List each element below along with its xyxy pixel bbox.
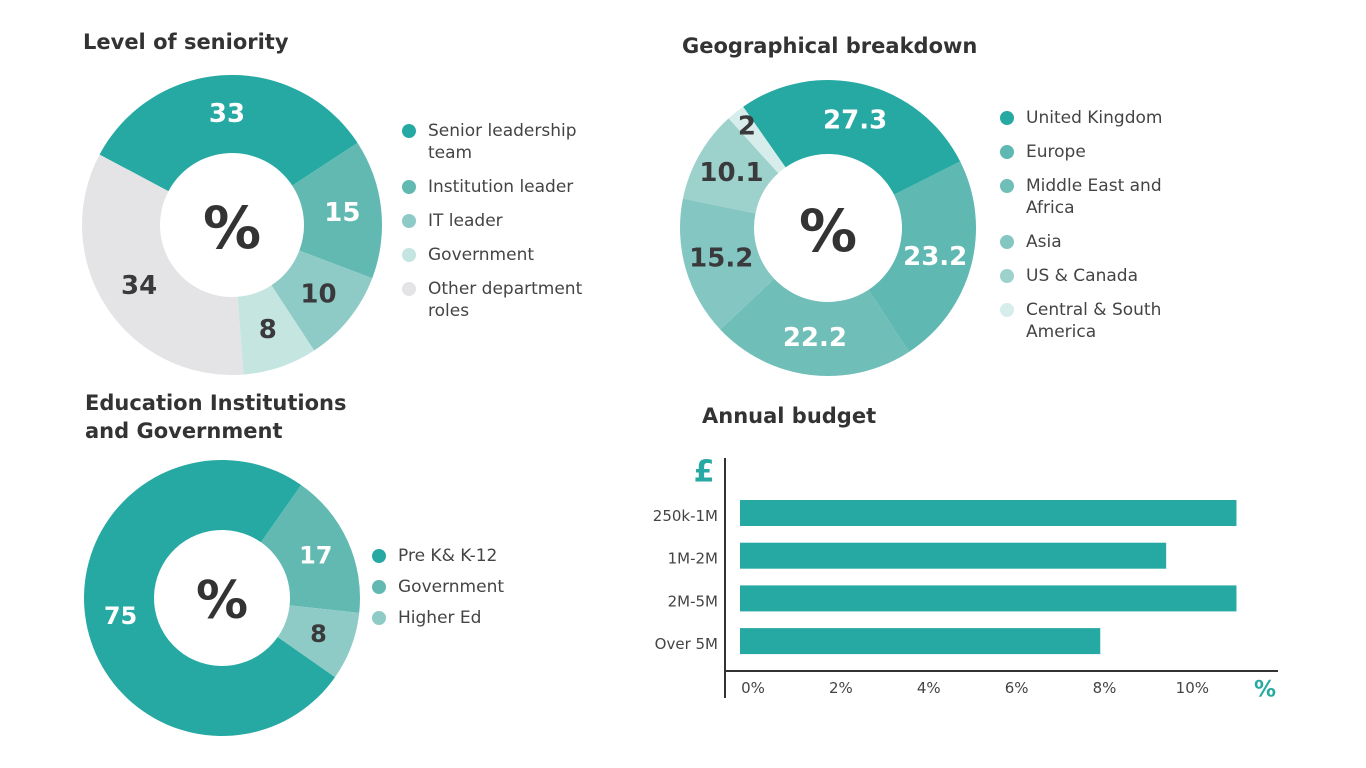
data-label: 22.2 (783, 323, 847, 353)
legend-label: United Kingdom (1026, 108, 1163, 128)
data-label: 10.1 (699, 158, 763, 188)
y-tick-label: 2M-5M (668, 592, 718, 610)
legend-item: Middle East and Africa (1000, 175, 1185, 219)
x-tick-label: 2% (829, 679, 853, 697)
x-tick-label: 10% (1176, 679, 1209, 697)
center-label: % (799, 197, 857, 265)
data-label: 33 (209, 99, 245, 129)
donut-segment (271, 250, 373, 351)
legend-item: Government (402, 244, 592, 266)
chart-title: Level of seniority (83, 30, 289, 54)
data-label: 75 (104, 602, 137, 630)
legend-item: Higher Ed (372, 607, 572, 629)
bar (740, 628, 1101, 655)
donut-segment (868, 161, 976, 352)
data-label: 15 (324, 198, 360, 228)
legend-dot (372, 611, 386, 625)
center-label: % (196, 571, 248, 631)
legend-dot (1000, 269, 1014, 283)
data-label: 34 (121, 271, 157, 301)
donut-segment (743, 80, 961, 195)
donut-segment (682, 118, 779, 214)
data-label: 2 (738, 111, 756, 141)
x-axis-unit: % (1254, 678, 1276, 703)
legend: United Kingdom Europe Middle East and Afri… (1000, 107, 1185, 343)
chart-title: Geographical breakdown (682, 34, 978, 58)
legend-label: Pre K& K-12 (398, 546, 498, 566)
donut-segment (99, 75, 358, 192)
legend-item: United Kingdom (1000, 107, 1185, 129)
data-label: 15.2 (689, 243, 753, 273)
legend-dot (372, 549, 386, 563)
legend-dot (1000, 145, 1014, 159)
data-label: 17 (299, 541, 332, 569)
legend-label: Government (428, 245, 535, 265)
y-tick-label: Over 5M (655, 635, 718, 653)
donut-segment (728, 106, 786, 174)
bar (740, 500, 1237, 526)
legend-label: US & Canada (1026, 266, 1138, 286)
legend-label: IT leader (428, 211, 503, 231)
data-label: 10 (300, 280, 336, 310)
legend-dot (402, 248, 416, 262)
legend-dot (372, 580, 386, 594)
legend-label: Other department roles (428, 279, 583, 321)
x-tick-label: 6% (1005, 679, 1029, 697)
legend: Pre K& K-12 Government Higher Ed (372, 545, 572, 629)
donut-segment (292, 142, 383, 279)
legend-label: Europe (1026, 142, 1086, 162)
donut-segment (261, 484, 360, 613)
legend-item: Government (372, 576, 572, 598)
bar (740, 542, 1167, 569)
y-axis-unit: £ (694, 455, 715, 490)
donut-segment (237, 285, 315, 375)
center-label: % (203, 194, 261, 262)
y-tick-label: 1M-2M (668, 550, 718, 568)
legend-item: Pre K& K-12 (372, 545, 572, 567)
legend-item: Institution leader (402, 176, 592, 198)
legend-dot (402, 282, 416, 296)
legend-dot (402, 124, 416, 138)
donut-segment (82, 154, 244, 376)
legend-label: Higher Ed (398, 608, 482, 628)
data-label: 27.3 (823, 105, 887, 135)
chart-title: Annual budget (702, 404, 877, 428)
legend-dot (402, 180, 416, 194)
legend-label: Senior leadership team (428, 121, 577, 163)
legend-dot (1000, 303, 1014, 317)
x-tick-label: 0% (741, 679, 765, 697)
legend-item: Other department roles (402, 278, 592, 322)
donut-segment (84, 460, 336, 736)
legend-item: Asia (1000, 231, 1185, 253)
data-label: 8 (310, 620, 327, 648)
donut-segment (720, 278, 910, 377)
y-tick-label: 250k-1M (653, 507, 718, 525)
legend-item: IT leader (402, 210, 592, 232)
donut-segment (680, 198, 775, 330)
legend-label: Government (398, 577, 505, 597)
data-label: 23.2 (903, 242, 967, 272)
legend-dot (1000, 235, 1014, 249)
x-tick-label: 4% (917, 679, 941, 697)
legend-item: Central & South America (1000, 299, 1185, 343)
legend-label: Asia (1026, 232, 1062, 252)
legend-dot (1000, 179, 1014, 193)
donut-segment (277, 605, 360, 678)
legend-dot (402, 214, 416, 228)
x-tick-label: 8% (1093, 679, 1117, 697)
legend-dot (1000, 111, 1014, 125)
legend-label: Middle East and Africa (1026, 176, 1162, 218)
legend: Senior leadership team Institution leader… (402, 120, 592, 322)
legend-label: Institution leader (428, 177, 574, 197)
legend-item: Europe (1000, 141, 1185, 163)
legend-label: Central & South America (1026, 300, 1162, 342)
bar (740, 585, 1237, 612)
chart-title: Education Institutions and Government (85, 391, 347, 443)
legend-item: Senior leadership team (402, 120, 592, 164)
legend-item: US & Canada (1000, 265, 1185, 287)
data-label: 8 (259, 315, 277, 345)
